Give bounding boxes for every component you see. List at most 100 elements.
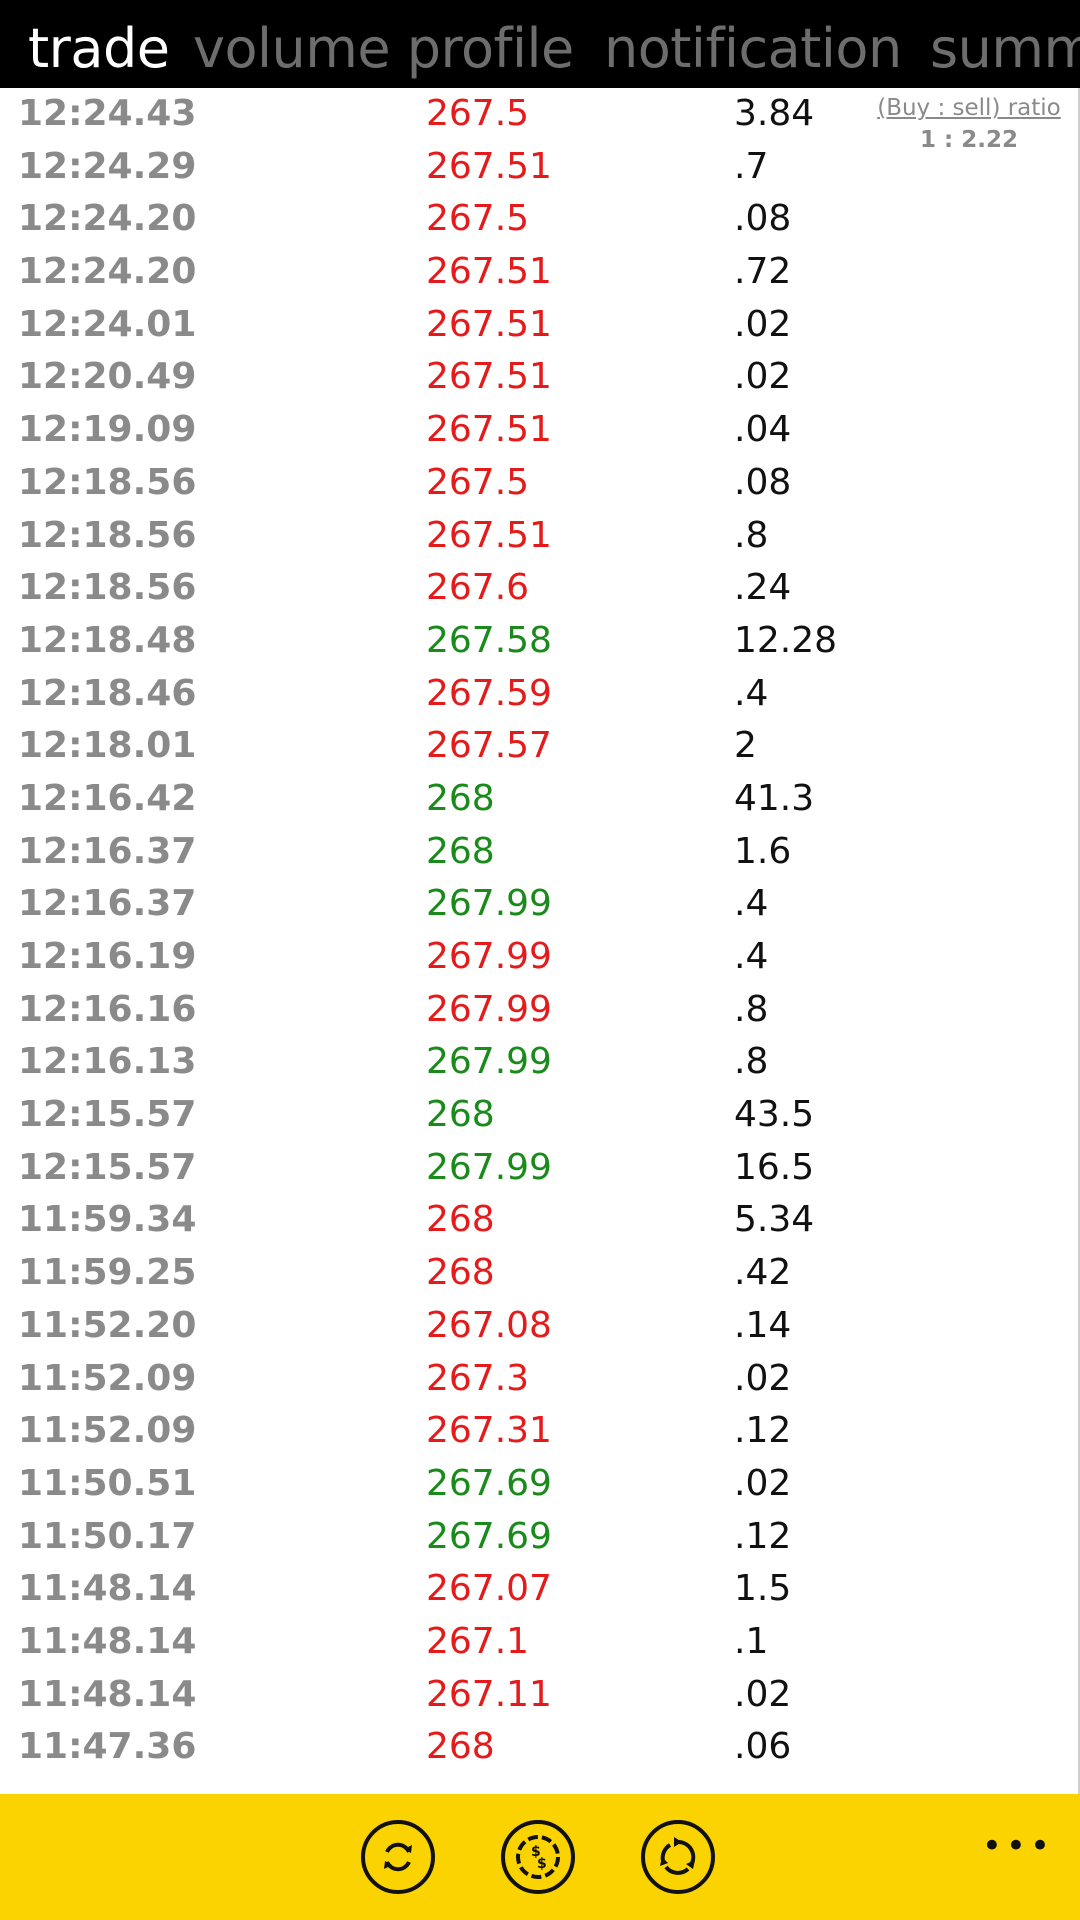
trade-row[interactable]: 12:19.09 267.51 .04 <box>0 404 1078 457</box>
trade-volume: .08 <box>734 198 792 240</box>
trade-row[interactable]: 11:59.25 268 .42 <box>0 1247 1078 1300</box>
trade-price: 267.6 <box>426 567 530 609</box>
trade-time: 12:24.20 <box>18 198 197 240</box>
sync-button[interactable] <box>641 1820 715 1894</box>
ratio-label[interactable]: (Buy : sell) ratio <box>877 95 1061 121</box>
trade-volume: 43.5 <box>734 1094 815 1136</box>
trade-price: 267.51 <box>426 409 552 451</box>
trade-time: 11:50.51 <box>18 1462 197 1504</box>
trade-row[interactable]: 11:50.17 267.69 .12 <box>0 1511 1078 1564</box>
tab-notification[interactable]: notification <box>604 17 902 80</box>
ratio-value: 1 : 2.22 <box>920 127 1018 153</box>
svg-text:$: $ <box>537 1856 547 1872</box>
tab-summary[interactable]: summ <box>930 17 1080 80</box>
trade-row[interactable]: 12:24.43 267.5 3.84 <box>0 88 1078 141</box>
trade-price: 267.51 <box>426 251 552 293</box>
trade-row[interactable]: 12:16.37 267.99 .4 <box>0 878 1078 931</box>
trade-row[interactable]: 12:16.13 267.99 .8 <box>0 1036 1078 1089</box>
trade-volume: .02 <box>734 1357 792 1399</box>
trade-volume: 2 <box>734 725 757 767</box>
trade-time: 12:20.49 <box>18 356 197 398</box>
trade-price: 267.99 <box>426 936 552 977</box>
trade-volume: .4 <box>734 883 769 925</box>
trade-volume: .04 <box>734 409 792 451</box>
trade-price: 268 <box>426 1726 495 1768</box>
tab-trade[interactable]: trade <box>28 17 170 80</box>
trade-row[interactable]: 12:16.42 268 41.3 <box>0 773 1078 826</box>
trade-volume: 1.5 <box>734 1568 792 1610</box>
sync-icon <box>660 1837 696 1875</box>
trade-time: 11:48.14 <box>18 1568 197 1610</box>
trade-row[interactable]: 11:52.09 267.3 .02 <box>0 1353 1078 1406</box>
trade-row[interactable]: 11:52.20 267.08 .14 <box>0 1300 1078 1353</box>
trade-volume: 1.6 <box>734 830 792 872</box>
trade-time: 12:16.37 <box>18 883 197 925</box>
trade-price: 267.3 <box>426 1357 530 1399</box>
svg-text:$: $ <box>531 1844 541 1860</box>
trade-row[interactable]: 12:24.20 267.5 .08 <box>0 193 1078 246</box>
trade-volume: 5.34 <box>734 1199 815 1241</box>
trade-row[interactable]: 12:16.37 268 1.6 <box>0 826 1078 879</box>
trade-time: 12:18.56 <box>18 461 197 503</box>
trade-volume: .24 <box>734 567 792 609</box>
trade-time: 12:15.57 <box>18 1146 197 1188</box>
trade-row[interactable]: 12:18.56 267.5 .08 <box>0 457 1078 510</box>
trade-time: 12:15.57 <box>18 1094 197 1136</box>
trade-volume: .08 <box>734 461 792 503</box>
trade-price: 267.1 <box>426 1620 530 1662</box>
trade-row[interactable]: 11:50.51 267.69 .02 <box>0 1458 1078 1511</box>
trade-time: 11:47.36 <box>18 1726 197 1768</box>
trade-row[interactable]: 12:15.57 267.99 16.5 <box>0 1142 1078 1195</box>
trade-row[interactable]: 12:24.29 267.51 .7 <box>0 141 1078 194</box>
trade-time: 12:24.29 <box>18 145 197 187</box>
trade-row[interactable]: 12:24.01 267.51 .02 <box>0 299 1078 352</box>
trade-row[interactable]: 11:47.36 268 .06 <box>0 1721 1078 1774</box>
trade-volume: 16.5 <box>734 1146 815 1188</box>
trade-row[interactable]: 12:20.49 267.51 .02 <box>0 351 1078 404</box>
trade-time: 12:24.43 <box>18 93 197 134</box>
trade-price: 268 <box>426 1252 495 1294</box>
trade-time: 12:24.01 <box>18 303 197 345</box>
trade-row[interactable]: 12:16.19 267.99 .4 <box>0 931 1078 984</box>
app-bar: $ $ ••• <box>0 1794 1080 1920</box>
trade-row[interactable]: 12:18.56 267.6 .24 <box>0 562 1078 615</box>
trade-volume: .14 <box>734 1304 792 1346</box>
trade-row[interactable]: 12:18.01 267.57 2 <box>0 720 1078 773</box>
trade-row[interactable]: 11:52.09 267.31 .12 <box>0 1405 1078 1458</box>
trade-volume: .8 <box>734 1041 769 1083</box>
trade-volume: .12 <box>734 1515 792 1557</box>
trade-volume: .8 <box>734 988 769 1030</box>
trade-row[interactable]: 11:48.14 267.11 .02 <box>0 1669 1078 1722</box>
more-options-button[interactable]: ••• <box>981 1826 1054 1866</box>
trade-row[interactable]: 11:59.34 268 5.34 <box>0 1194 1078 1247</box>
trade-price: 268 <box>426 830 495 872</box>
trade-volume: 12.28 <box>734 619 838 661</box>
refresh-button[interactable] <box>361 1820 435 1894</box>
trade-row[interactable]: 12:18.46 267.59 .4 <box>0 668 1078 721</box>
trade-row[interactable]: 12:16.16 267.99 .8 <box>0 984 1078 1037</box>
trade-list-panel[interactable]: 12:24.43 267.5 3.84 12:24.29 267.51.7 12:24.2… <box>0 88 1080 1794</box>
tab-volume-profile[interactable]: volume profile <box>193 17 574 80</box>
trade-row[interactable]: 12:15.57 268 43.5 <box>0 1089 1078 1142</box>
trade-row[interactable]: 12:24.20 267.51 .72 <box>0 246 1078 299</box>
trade-time: 11:50.17 <box>18 1515 197 1557</box>
trade-time: 11:48.14 <box>18 1673 197 1715</box>
exchange-button[interactable]: $ $ <box>501 1820 575 1894</box>
trade-price: 267.99 <box>426 1146 552 1188</box>
trade-row[interactable]: 12:18.48 267.58 12.28 <box>0 615 1078 668</box>
trade-volume: 41.3 <box>734 777 815 819</box>
trade-time: 12:16.19 <box>18 936 197 977</box>
trade-time: 12:18.56 <box>18 567 197 609</box>
trade-time: 12:16.37 <box>18 830 197 872</box>
trade-row[interactable]: 11:48.14 267.1 .1 <box>0 1616 1078 1669</box>
trade-time: 12:18.48 <box>18 619 197 661</box>
trade-time: 11:52.09 <box>18 1410 197 1452</box>
trade-row[interactable]: 12:18.56 267.51 .8 <box>0 510 1078 563</box>
exchange-icon: $ $ <box>516 1835 560 1879</box>
trade-price: 267.11 <box>426 1673 552 1715</box>
trade-volume: .7 <box>734 145 769 187</box>
trade-price: 267.5 <box>426 461 530 503</box>
trade-volume: .4 <box>734 672 769 714</box>
trade-time: 12:16.42 <box>18 777 197 819</box>
trade-row[interactable]: 11:48.14 267.07 1.5 <box>0 1563 1078 1616</box>
